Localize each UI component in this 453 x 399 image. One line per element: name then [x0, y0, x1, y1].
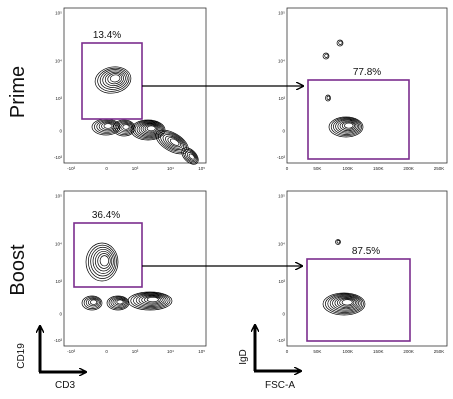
- gate-prime-right: [307, 79, 410, 160]
- y-tick-boost-left-4: -10³: [54, 338, 63, 343]
- gate-percent-boost-left: 36.4%: [92, 210, 120, 221]
- gate-percent-boost-right: 87.5%: [352, 246, 380, 257]
- x-tick-boost-right-3: 150K: [373, 349, 384, 354]
- y-axis-title-right: IgD: [238, 349, 249, 365]
- panel-boost-cd3-cd19: [63, 190, 207, 347]
- x-tick-prime-left-4: 10⁵: [198, 166, 205, 171]
- x-tick-prime-right-5: 250K: [434, 166, 445, 171]
- contour-prime-fsc-main: [328, 116, 364, 138]
- x-tick-boost-right-4: 200K: [403, 349, 414, 354]
- gate-prime-left: [81, 42, 143, 120]
- contour-prime-neg-a: [91, 118, 121, 136]
- contour-prime-neg-c: [130, 119, 166, 141]
- y-tick-boost-right-0: 10⁵: [278, 194, 285, 199]
- y-tick-prime-left-3: 0: [59, 128, 62, 133]
- x-tick-boost-right-5: 250K: [434, 349, 445, 354]
- y-tick-prime-left-0: 10⁵: [55, 11, 62, 16]
- y-tick-prime-left-1: 10⁴: [55, 59, 62, 64]
- x-tick-boost-left-1: 0: [105, 349, 108, 354]
- contour-plots: [81, 39, 366, 316]
- contour-prime-tail-b: [181, 147, 199, 165]
- y-tick-boost-right-3: 0: [282, 311, 285, 316]
- x-tick-prime-left-3: 10⁴: [167, 166, 174, 171]
- row-label-prime: Prime: [7, 66, 29, 118]
- contour-boost-neg-a: [81, 295, 103, 311]
- panel-boost-fsc-igd: [286, 190, 448, 347]
- x-tick-prime-left-1: 0: [105, 166, 108, 171]
- gate-boost-left: [73, 222, 143, 288]
- x-tick-prime-left-2: 10³: [132, 166, 139, 171]
- tick-labels: -10³ 0 10³ 10⁴ 10⁵ 10⁵ 10⁴ 10³ 0 -10³ 0 50K 100K 150K…: [54, 11, 444, 354]
- contour-boost-fsc-dot: [335, 239, 341, 245]
- gate-percent-prime-right: 77.8%: [353, 67, 381, 78]
- y-tick-boost-right-1: 10⁴: [278, 242, 285, 247]
- y-tick-prime-right-2: 10³: [278, 96, 285, 101]
- y-axis-title-left: CD19: [16, 343, 27, 369]
- contour-boost-bcell: [85, 242, 119, 282]
- contour-prime-bcell: [94, 66, 132, 94]
- x-tick-boost-right-0: 0: [286, 349, 289, 354]
- contour-prime-tail-a: [155, 129, 189, 155]
- y-tick-prime-right-0: 10⁵: [278, 11, 285, 16]
- gate-percent-prime-left: 13.4%: [93, 30, 121, 41]
- y-tick-prime-right-3: 0: [282, 128, 285, 133]
- x-tick-prime-right-0: 0: [286, 166, 289, 171]
- x-tick-prime-right-1: 50K: [313, 166, 321, 171]
- x-tick-boost-left-2: 10³: [132, 349, 139, 354]
- contour-boost-neg-b: [106, 295, 130, 311]
- gate-boost-right: [306, 258, 411, 342]
- x-tick-boost-left-3: 10⁴: [167, 349, 174, 354]
- x-tick-prime-right-4: 200K: [403, 166, 414, 171]
- y-tick-boost-left-2: 10³: [55, 279, 62, 284]
- y-tick-boost-left-1: 10⁴: [55, 242, 62, 247]
- y-tick-boost-right-4: -10³: [277, 338, 286, 343]
- contour-prime-fsc-dot3: [325, 94, 331, 102]
- x-tick-boost-left-4: 10⁵: [198, 349, 205, 354]
- contour-boost-fsc-main: [322, 292, 366, 316]
- y-tick-prime-left-2: 10³: [55, 96, 62, 101]
- x-axis-title-right: FSC-A: [265, 380, 295, 391]
- x-tick-prime-right-2: 100K: [343, 166, 354, 171]
- x-tick-prime-right-3: 150K: [373, 166, 384, 171]
- row-label-boost: Boost: [7, 244, 29, 296]
- panel-prime-fsc-igd: [286, 7, 448, 164]
- x-tick-boost-right-2: 100K: [343, 349, 354, 354]
- x-tick-boost-right-1: 50K: [313, 349, 321, 354]
- y-tick-boost-left-0: 10⁵: [55, 194, 62, 199]
- x-tick-boost-left-0: -10³: [67, 349, 76, 354]
- y-tick-prime-right-4: -10³: [277, 155, 286, 160]
- y-tick-prime-right-1: 10⁴: [278, 59, 285, 64]
- contour-prime-fsc-dot2: [322, 52, 330, 60]
- y-tick-boost-left-3: 0: [59, 311, 62, 316]
- x-tick-prime-left-0: -10³: [67, 166, 76, 171]
- y-tick-boost-right-2: 10³: [278, 279, 285, 284]
- contour-prime-fsc-dot1: [336, 39, 344, 47]
- x-axis-title-left: CD3: [55, 380, 75, 391]
- y-tick-prime-left-4: -10³: [54, 155, 63, 160]
- contour-boost-neg-c: [127, 291, 173, 311]
